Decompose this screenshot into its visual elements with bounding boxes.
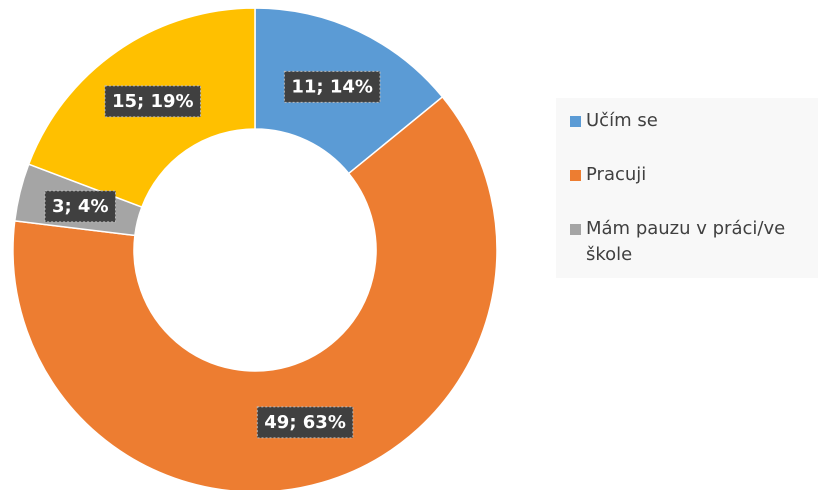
- legend-swatch: [570, 170, 581, 181]
- data-label-text: 15; 19%: [112, 91, 194, 112]
- data-label-box: [283, 70, 381, 103]
- legend-item: Pracuji: [570, 162, 810, 188]
- legend-label: Učím se: [586, 110, 658, 131]
- legend: Učím se Pracuji Mám pauzu v práci/ve škole: [556, 98, 818, 278]
- legend-swatch: [570, 116, 581, 127]
- legend-label: Mám pauzu v práci/ve škole: [586, 218, 786, 265]
- legend-item: Učím se: [570, 108, 810, 134]
- legend-label: Pracuji: [586, 164, 647, 185]
- data-label-box: [104, 85, 202, 118]
- data-label-box: [44, 190, 117, 223]
- donut-segment: [12, 95, 498, 490]
- data-label: 3; 4%: [44, 190, 117, 223]
- data-label-text: 3; 4%: [52, 196, 109, 217]
- data-label-box: [256, 406, 354, 439]
- data-label-text: 11; 14%: [291, 76, 373, 97]
- data-label: 15; 19%: [104, 85, 202, 118]
- data-label: 49; 63%: [256, 406, 354, 439]
- legend-swatch: [570, 224, 581, 235]
- data-label: 11; 14%: [283, 70, 381, 103]
- data-label-text: 49; 63%: [264, 412, 346, 433]
- legend-item: Mám pauzu v práci/ve škole: [570, 216, 810, 268]
